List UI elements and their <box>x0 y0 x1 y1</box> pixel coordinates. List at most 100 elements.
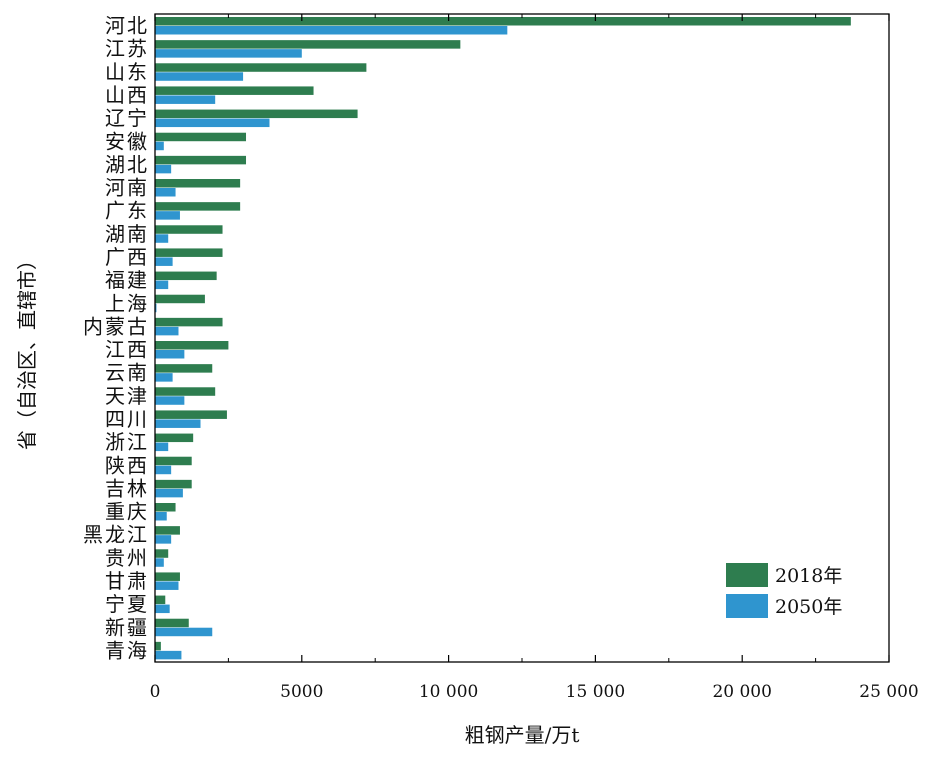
bar-2018年-宁夏 <box>155 595 166 605</box>
x-axis-title: 粗钢产量/万t <box>465 723 580 747</box>
x-tick-label: 5000 <box>280 682 323 702</box>
x-tick-label: 10 000 <box>419 682 478 702</box>
bar-2050年-福建 <box>155 280 169 290</box>
bar-2050年-浙江 <box>155 442 169 452</box>
x-tick-label: 15 000 <box>566 682 625 702</box>
legend-swatch-2018 <box>726 563 768 587</box>
category-label: 内蒙古 <box>83 314 149 338</box>
bar-2018年-上海 <box>155 294 205 304</box>
bar-2018年-黑龙江 <box>155 526 180 535</box>
x-tick-label: 0 <box>150 682 161 702</box>
category-label: 湖北 <box>105 152 149 176</box>
bar-2050年-云南 <box>155 373 173 382</box>
bar-2050年-山西 <box>155 95 216 104</box>
category-labels: 河北江苏山东山西辽宁安徽湖北河南广东湖南广西福建上海内蒙古江西云南天津四川浙江陕… <box>83 14 149 663</box>
bar-2018年-辽宁 <box>155 109 358 119</box>
bar-2018年-江西 <box>155 341 229 350</box>
bar-2018年-湖南 <box>155 225 223 234</box>
category-label: 宁夏 <box>105 592 149 616</box>
category-label: 贵州 <box>105 546 149 570</box>
bar-2050年-宁夏 <box>155 604 170 614</box>
bar-2050年-广西 <box>155 257 173 266</box>
bar-2018年-山东 <box>155 63 367 72</box>
bar-2050年-湖北 <box>155 164 172 174</box>
category-label: 辽宁 <box>105 106 149 130</box>
category-label: 陕西 <box>105 453 149 477</box>
y-axis-title: 省（自治区、直辖市） <box>15 250 39 450</box>
legend-label-2018: 2018年 <box>775 565 842 587</box>
bar-2050年-陕西 <box>155 465 172 475</box>
category-label: 河北 <box>105 14 149 38</box>
category-label: 天津 <box>105 384 149 408</box>
category-label: 山西 <box>105 83 149 107</box>
bar-2050年-辽宁 <box>155 118 270 128</box>
bar-2018年-天津 <box>155 387 216 396</box>
bar-2018年-陕西 <box>155 456 192 466</box>
bar-2050年-吉林 <box>155 488 183 498</box>
category-label: 广东 <box>105 199 149 223</box>
category-label: 甘肃 <box>105 569 149 593</box>
category-label: 新疆 <box>105 615 149 639</box>
category-label: 四川 <box>105 407 149 431</box>
bar-2050年-安徽 <box>155 141 164 151</box>
bar-2050年-江苏 <box>155 49 302 58</box>
category-label: 福建 <box>105 268 149 292</box>
bar-2018年-广西 <box>155 248 223 257</box>
bar-2018年-安徽 <box>155 132 247 142</box>
x-tick-label: 20 000 <box>712 682 771 702</box>
bar-2018年-云南 <box>155 364 213 373</box>
bar-2050年-天津 <box>155 396 185 405</box>
category-label: 黑龙江 <box>83 523 149 547</box>
bar-2050年-山东 <box>155 72 244 81</box>
bar-2050年-新疆 <box>155 627 213 637</box>
bar-2050年-内蒙古 <box>155 326 179 336</box>
bar-2018年-甘肃 <box>155 572 180 581</box>
category-label: 江西 <box>105 338 149 362</box>
legend: 2018年 2050年 <box>726 563 842 618</box>
bar-2018年-贵州 <box>155 549 169 558</box>
bar-2018年-吉林 <box>155 479 192 489</box>
bar-2050年-河北 <box>155 26 508 35</box>
bar-2050年-湖南 <box>155 234 169 243</box>
bar-2050年-广东 <box>155 211 180 220</box>
category-label: 浙江 <box>105 430 149 454</box>
tick-layer: 0 5000 10 000 15 000 20 000 25 000 <box>150 14 919 702</box>
bars-layer <box>155 17 851 660</box>
category-label: 青海 <box>105 638 149 662</box>
category-label: 上海 <box>105 291 149 315</box>
bar-2050年-江西 <box>155 350 185 359</box>
bar-2050年-四川 <box>155 419 201 428</box>
category-label: 云南 <box>105 361 149 385</box>
bar-2018年-浙江 <box>155 433 194 443</box>
legend-label-2050: 2050年 <box>775 596 842 618</box>
bar-2050年-重庆 <box>155 512 167 521</box>
bar-2018年-福建 <box>155 271 217 281</box>
category-label: 广西 <box>105 245 149 269</box>
bar-2018年-河南 <box>155 179 241 188</box>
category-label: 江苏 <box>105 37 149 61</box>
bar-2018年-四川 <box>155 410 227 419</box>
bar-2050年-甘肃 <box>155 581 179 590</box>
bar-2050年-黑龙江 <box>155 535 172 544</box>
bar-2050年-河南 <box>155 188 176 197</box>
bar-2018年-广东 <box>155 202 241 211</box>
category-label: 重庆 <box>105 500 149 524</box>
x-tick-label: 25 000 <box>859 682 918 702</box>
bar-2050年-贵州 <box>155 558 164 567</box>
category-label: 河南 <box>105 176 149 200</box>
category-label: 安徽 <box>105 129 149 153</box>
category-label: 山东 <box>105 60 149 84</box>
bar-2018年-青海 <box>155 641 161 651</box>
bar-2018年-江苏 <box>155 40 461 49</box>
bar-2050年-青海 <box>155 650 182 660</box>
bar-2018年-湖北 <box>155 155 247 165</box>
bar-2050年-上海 <box>155 303 157 313</box>
bar-2018年-内蒙古 <box>155 317 223 327</box>
bar-2018年-河北 <box>155 17 851 26</box>
legend-swatch-2050 <box>726 594 768 618</box>
bar-2018年-重庆 <box>155 503 176 512</box>
category-label: 湖南 <box>105 222 149 246</box>
category-label: 吉林 <box>105 476 149 500</box>
bar-2018年-新疆 <box>155 618 189 628</box>
